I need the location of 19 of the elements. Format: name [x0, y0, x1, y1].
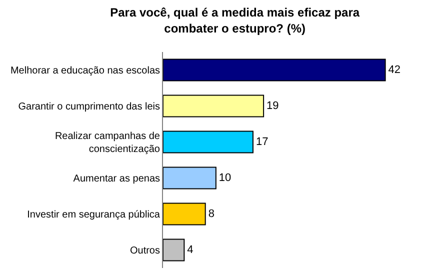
y-tick-label: Outros: [130, 246, 160, 256]
bar: [163, 58, 386, 82]
bar: [163, 166, 216, 190]
data-label: 4: [187, 244, 194, 256]
data-label: 17: [256, 136, 268, 148]
y-tick-label: Investir em segurança pública: [27, 210, 160, 220]
y-tick-label: Realizar campanhas de conscientização: [54, 131, 160, 155]
bar: [163, 94, 264, 118]
y-tick-label: Garantir o cumprimento das leis: [18, 102, 160, 112]
data-label: 19: [266, 100, 279, 112]
bar: [163, 130, 254, 154]
chart-title: Para você, qual é a medida mais eficaz para combater o estupro? (%): [110, 6, 360, 36]
y-tick-label: Aumentar as penas: [73, 174, 160, 184]
data-label: 8: [208, 208, 214, 220]
y-tick-label: Melhorar a educação nas escolas: [10, 66, 160, 76]
bar: [163, 238, 185, 262]
data-label: 10: [218, 172, 232, 184]
bar: [163, 202, 206, 226]
data-label: 42: [388, 64, 401, 76]
